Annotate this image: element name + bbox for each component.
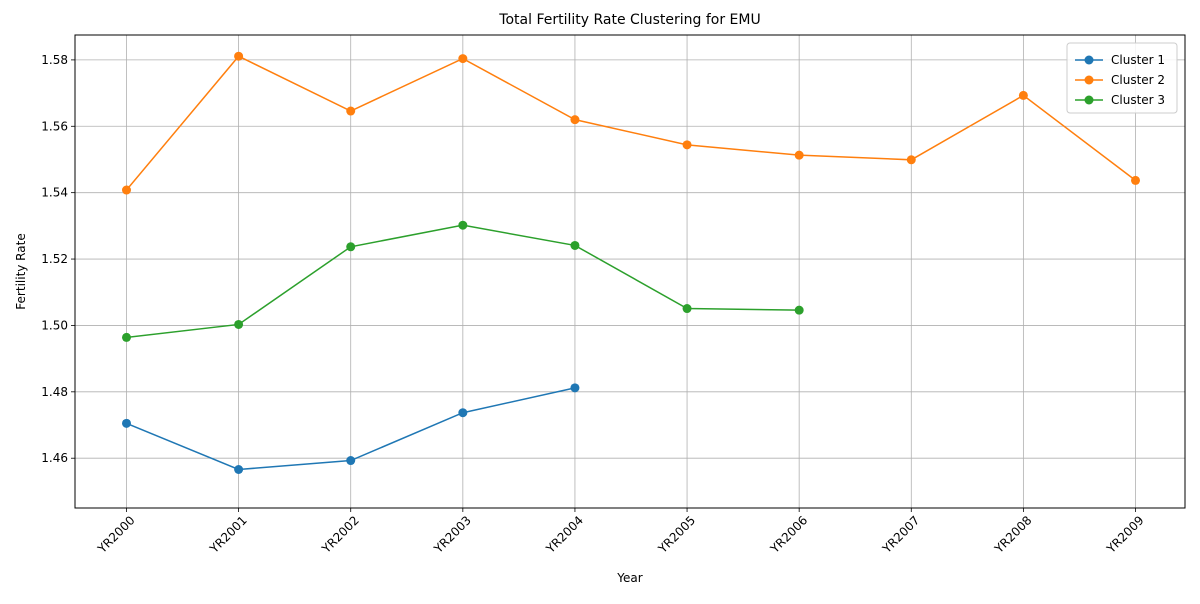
y-axis-label: Fertility Rate xyxy=(14,233,28,309)
data-point xyxy=(570,383,580,393)
data-point xyxy=(1131,175,1140,185)
data-point xyxy=(234,464,244,474)
data-point xyxy=(794,305,804,315)
y-tick-label: 1.52 xyxy=(41,252,68,266)
y-tick-label: 1.54 xyxy=(41,186,68,200)
data-point xyxy=(570,240,580,250)
data-point xyxy=(234,51,244,61)
y-tick-label: 1.58 xyxy=(41,53,68,67)
chart-title: Total Fertility Rate Clustering for EMU xyxy=(498,12,760,28)
legend-item-2: Cluster 2 xyxy=(1075,73,1165,87)
legend-label: Cluster 2 xyxy=(1111,73,1165,87)
data-point xyxy=(234,319,244,329)
data-point xyxy=(906,155,916,165)
y-tick-label: 1.46 xyxy=(41,451,68,465)
y-tick-label: 1.50 xyxy=(41,318,68,332)
grid xyxy=(75,35,1185,508)
legend-label: Cluster 3 xyxy=(1111,93,1165,107)
y-tick-label: 1.48 xyxy=(41,385,68,399)
legend-marker xyxy=(1084,55,1094,65)
data-point xyxy=(122,332,131,342)
legend-marker xyxy=(1084,75,1094,85)
data-point xyxy=(346,456,356,466)
series-lines xyxy=(122,51,1140,474)
data-point xyxy=(1018,90,1028,100)
data-point xyxy=(346,106,356,116)
legend-marker xyxy=(1084,95,1094,105)
data-point xyxy=(122,418,131,428)
data-point xyxy=(682,140,692,150)
data-point xyxy=(458,220,468,230)
data-point xyxy=(122,185,131,195)
series-3 xyxy=(122,220,804,342)
legend: Cluster 1 Cluster 2 Cluster 3 xyxy=(1066,42,1178,114)
data-point xyxy=(570,115,580,125)
data-point xyxy=(794,150,804,160)
data-point xyxy=(346,242,356,252)
y-tick-label: 1.56 xyxy=(41,119,68,133)
legend-label: Cluster 1 xyxy=(1111,53,1165,67)
data-point xyxy=(682,304,692,314)
legend-item-1: Cluster 1 xyxy=(1075,53,1165,67)
y-axis-ticks: 1.46 1.48 1.50 1.52 1.54 1.56 1.58 xyxy=(41,53,75,465)
data-point xyxy=(458,54,468,64)
series-1 xyxy=(122,383,580,474)
legend-item-3: Cluster 3 xyxy=(1075,93,1165,107)
series-2 xyxy=(122,51,1140,195)
x-axis-label: Year xyxy=(616,571,642,585)
plot-frame xyxy=(74,34,1186,509)
data-point xyxy=(458,408,468,418)
series-line xyxy=(125,55,1136,191)
